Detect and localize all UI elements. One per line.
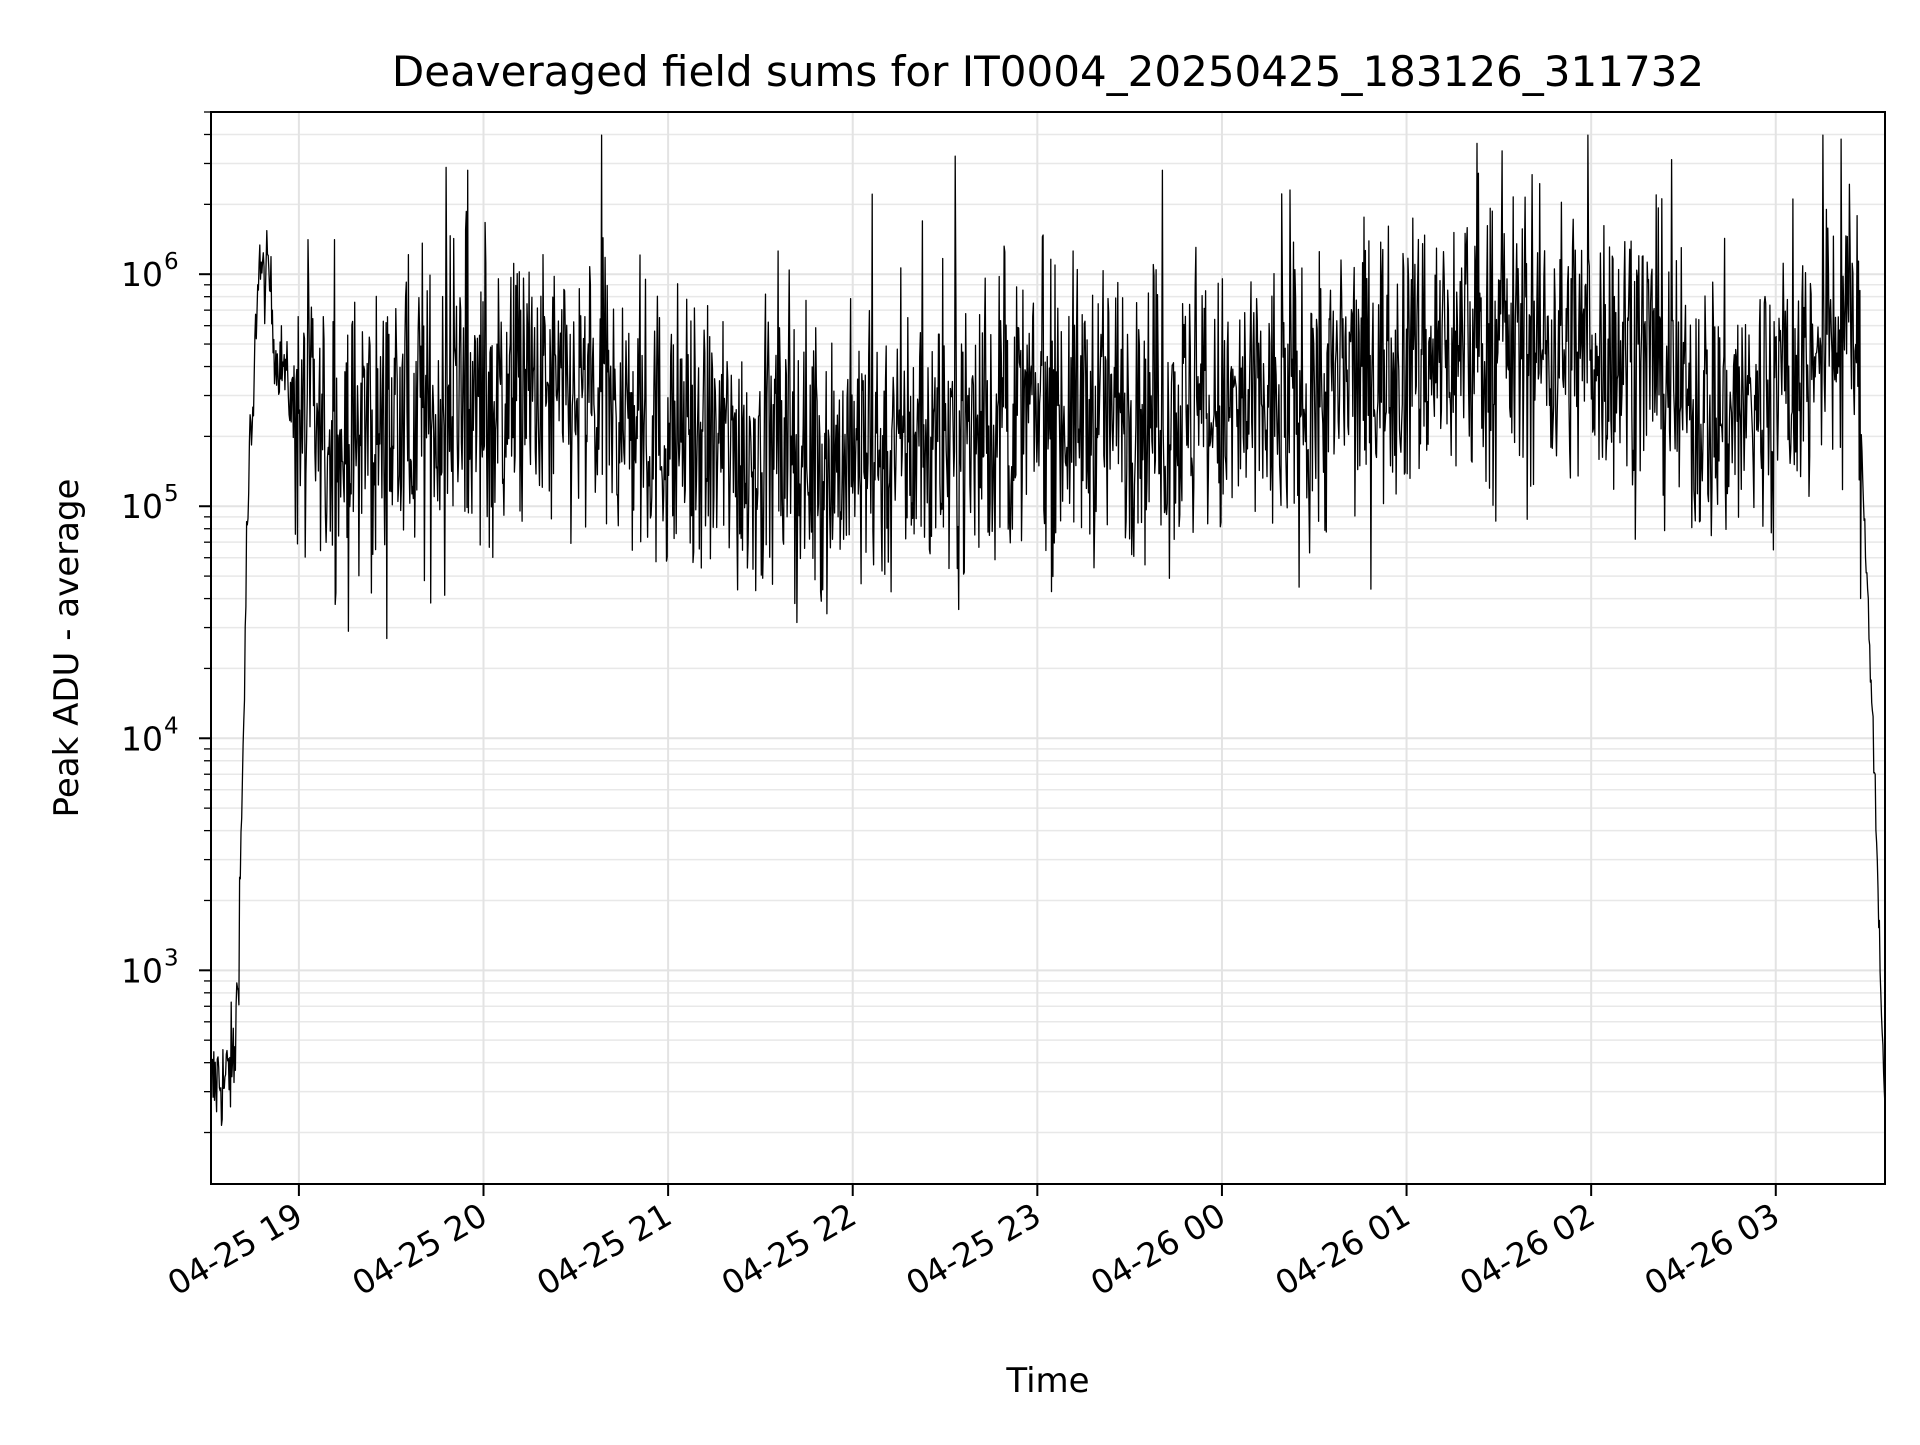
x-tick-label: 04-25 21 xyxy=(530,1195,678,1303)
y-tick-exponent: 6 xyxy=(164,249,179,275)
x-tick-label: 04-25 19 xyxy=(161,1195,309,1303)
x-tick-label: 04-25 23 xyxy=(899,1195,1047,1303)
plot-frame xyxy=(210,111,1886,1185)
x-tick-label: 04-25 22 xyxy=(715,1195,863,1303)
y-tick-exponent: 4 xyxy=(164,713,179,739)
series-line-peak-adu xyxy=(210,134,1886,1127)
axis-ticks xyxy=(199,111,1777,1196)
x-tick-label: 04-26 00 xyxy=(1084,1195,1232,1303)
x-tick-label: 04-25 20 xyxy=(346,1195,494,1303)
chart-title: Deaveraged field sums for IT0004_2025042… xyxy=(392,47,1704,96)
x-tick-labels: 04-25 19 04-25 20 04-25 21 04-25 22 04-25 23… xyxy=(161,1195,1786,1303)
x-tick-label: 04-26 02 xyxy=(1453,1195,1601,1303)
y-tick-label: 10 xyxy=(121,255,163,294)
y-tick-exponent: 3 xyxy=(164,945,179,971)
y-axis-label: Peak ADU - average xyxy=(47,479,87,818)
y-tick-exponent: 5 xyxy=(164,481,179,507)
y-tick-label: 10 xyxy=(121,951,163,990)
x-tick-label: 04-26 01 xyxy=(1269,1195,1417,1303)
y-tick-label: 10 xyxy=(121,719,163,758)
grid xyxy=(211,111,1885,1184)
x-axis-label: Time xyxy=(1005,1361,1089,1401)
y-tick-label: 10 xyxy=(121,487,163,526)
x-tick-label: 04-26 03 xyxy=(1638,1195,1786,1303)
